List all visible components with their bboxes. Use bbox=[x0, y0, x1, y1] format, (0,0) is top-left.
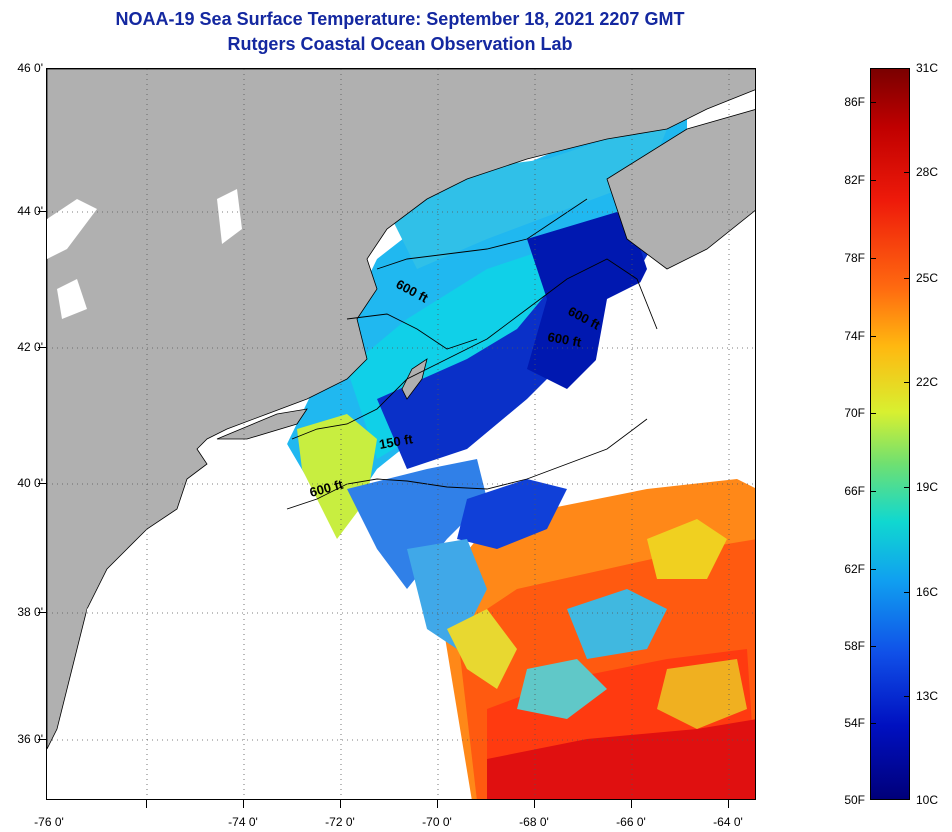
colorbar-tick bbox=[904, 278, 910, 279]
colorbar-c-28: 28C bbox=[916, 165, 939, 179]
colorbar-f-78: 78F bbox=[844, 251, 865, 265]
colorbar-tick bbox=[904, 592, 910, 593]
lon-tick bbox=[534, 800, 535, 808]
temperature-colorbar bbox=[870, 68, 910, 800]
lat-label-36: 36 0' bbox=[17, 732, 43, 746]
lon-tick bbox=[437, 800, 438, 808]
lon-label-72: -72 0' bbox=[325, 815, 355, 829]
isobath-contours bbox=[286, 198, 658, 510]
colorbar-tick bbox=[904, 172, 910, 173]
colorbar-f-82: 82F bbox=[844, 173, 865, 187]
lat-tick bbox=[38, 483, 46, 484]
lon-tick bbox=[728, 800, 729, 808]
contour-label-600-east2: 600 ft bbox=[546, 329, 583, 350]
lake bbox=[57, 279, 87, 319]
colorbar-tick bbox=[870, 336, 876, 337]
colorbar-tick bbox=[870, 413, 876, 414]
map-title: NOAA-19 Sea Surface Temperature: Septemb… bbox=[115, 9, 685, 29]
colorbar-tick bbox=[870, 646, 876, 647]
lon-label-66: -66 0' bbox=[616, 815, 646, 829]
colorbar-f-58: 58F bbox=[844, 639, 865, 653]
lat-tick bbox=[38, 612, 46, 613]
graticule bbox=[47, 69, 755, 799]
lon-label-64: -64 0' bbox=[713, 815, 743, 829]
lat-tick bbox=[38, 211, 46, 212]
colorbar-tick bbox=[870, 102, 876, 103]
lake-champlain bbox=[217, 189, 242, 244]
colorbar-tick bbox=[904, 382, 910, 383]
lon-label-68: -68 0' bbox=[519, 815, 549, 829]
colorbar-c-31: 31C bbox=[916, 61, 939, 75]
lake-ontario bbox=[47, 199, 97, 259]
lon-label-74: -74 0' bbox=[228, 815, 258, 829]
lon-label-76: -76 0' bbox=[34, 815, 64, 829]
colorbar-c-22: 22C bbox=[916, 375, 939, 389]
colorbar-f-62: 62F bbox=[844, 562, 865, 576]
lat-label-46: 46 0' bbox=[17, 61, 43, 75]
colorbar-tick bbox=[870, 723, 876, 724]
colorbar-f-66: 66F bbox=[844, 484, 865, 498]
colorbar-tick bbox=[904, 696, 910, 697]
colorbar-f-50: 50F bbox=[844, 793, 865, 807]
lat-label-38: 38 0' bbox=[17, 605, 43, 619]
lat-label-40: 40 0' bbox=[17, 476, 43, 490]
colorbar-c-10: 10C bbox=[916, 793, 939, 807]
lat-tick bbox=[38, 739, 46, 740]
colorbar-f-74: 74F bbox=[844, 329, 865, 343]
long-island bbox=[216, 408, 308, 440]
colorbar-c-25: 25C bbox=[916, 271, 939, 285]
delaware-bay bbox=[147, 524, 172, 569]
colorbar-tick bbox=[870, 569, 876, 570]
chesapeake-bay bbox=[82, 589, 117, 669]
colorbar-c-19: 19C bbox=[916, 480, 939, 494]
colorbar-f-70: 70F bbox=[844, 406, 865, 420]
colorbar-tick bbox=[904, 487, 910, 488]
lat-label-42: 42 0' bbox=[17, 340, 43, 354]
colorbar-f-86: 86F bbox=[844, 95, 865, 109]
cape-cod bbox=[401, 358, 428, 400]
colorbar-c-16: 16C bbox=[916, 585, 939, 599]
lon-label-70: -70 0' bbox=[422, 815, 452, 829]
lon-tick bbox=[146, 800, 147, 808]
lon-tick bbox=[631, 800, 632, 808]
lon-tick bbox=[340, 800, 341, 808]
lat-tick bbox=[38, 347, 46, 348]
colorbar-tick bbox=[870, 180, 876, 181]
map-subtitle: Rutgers Coastal Ocean Observation Lab bbox=[227, 34, 573, 54]
colorbar-c-13: 13C bbox=[916, 689, 939, 703]
lon-tick bbox=[243, 800, 244, 808]
lat-label-44: 44 0' bbox=[17, 204, 43, 218]
colorbar-tick bbox=[870, 491, 876, 492]
colorbar-f-54: 54F bbox=[844, 716, 865, 730]
sst-map-canvas: 600 ft 600 ft 600 ft 150 ft 600 ft bbox=[47, 69, 755, 799]
contour-label-150: 150 ft bbox=[378, 431, 415, 452]
nova-scotia bbox=[606, 109, 755, 270]
sst-map[interactable]: 600 ft 600 ft 600 ft 150 ft 600 ft bbox=[46, 68, 756, 800]
colorbar-tick bbox=[870, 258, 876, 259]
